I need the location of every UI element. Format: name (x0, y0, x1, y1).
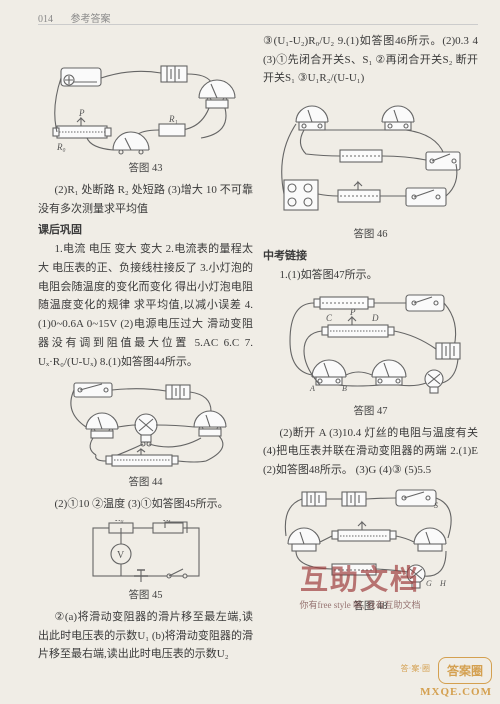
figure-44: 答图 44 (38, 377, 253, 489)
right-text-3: (2)断开 A (3)10.4 灯丝的电阻与温度有关 (4)把电压表并联在滑动变… (263, 424, 478, 480)
left-text-2: 1.电流 电压 变大 变大 2.电流表的量程太大 电压表的正、负接线柱接反了 3… (38, 240, 253, 371)
figure-45-caption: 答图 45 (38, 587, 253, 602)
corner-area: 答案圈 MXQE.COM (420, 657, 492, 698)
svg-text:C: C (326, 313, 333, 323)
svg-text:H: H (439, 579, 447, 588)
figure-43-caption: 答图 43 (38, 160, 253, 175)
svg-text:R₁: R₁ (168, 114, 178, 124)
svg-text:S: S (434, 501, 438, 510)
figure-48: S (263, 486, 478, 613)
svg-text:R₀: R₀ (56, 142, 66, 152)
header-divider (38, 24, 478, 25)
figure-48-caption: 答图 48 (263, 598, 478, 613)
right-section-header: 中考链接 (263, 247, 478, 263)
figure-46: 答图 46 (263, 94, 478, 241)
svg-text:P: P (349, 307, 356, 317)
svg-text:P: P (78, 108, 85, 118)
figure-46-caption: 答图 46 (263, 226, 478, 241)
left-text-1: (2)R₁ 处断路 R₂ 处短路 (3)增大 10 不可靠 没有多次测量求平均值 (38, 181, 253, 218)
corner-badge: 答案圈 (438, 657, 492, 684)
left-section-header: 课后巩固 (38, 221, 253, 237)
svg-text:D: D (371, 313, 379, 323)
figure-47-caption: 答图 47 (263, 403, 478, 418)
right-text-1: ③(U₁-U₂)R₀/U₂ 9.(1)如答图46所示。(2)0.3 4 (3)①… (263, 32, 478, 88)
page-header: 014 参考答案 (38, 10, 111, 25)
right-column: ③(U₁-U₂)R₀/U₂ 9.(1)如答图46所示。(2)0.3 4 (3)①… (263, 32, 478, 664)
left-text-4: ②(a)将滑动变阻器的滑片移至最左端,读出此时电压表的示数U₁ (b)将滑动变阻… (38, 608, 253, 664)
content-area: R₁ P R₀ (38, 32, 478, 664)
svg-text:A: A (309, 384, 315, 393)
left-text-3: (2)①10 ②温度 (3)①如答图45所示。 (38, 495, 253, 514)
svg-text:R₀: R₀ (114, 520, 124, 523)
figure-45: R₀ Rₓ V (38, 520, 253, 602)
left-column: R₁ P R₀ (38, 32, 253, 664)
svg-text:G: G (426, 579, 432, 588)
figure-47: P D C A B (263, 291, 478, 418)
svg-text:V: V (117, 550, 125, 561)
figure-44-caption: 答图 44 (38, 474, 253, 489)
svg-text:Rₓ: Rₓ (162, 520, 171, 523)
figure-43: R₁ P R₀ (38, 38, 253, 175)
corner-url: MXQE.COM (420, 686, 492, 698)
right-text-2: 1.(1)如答图47所示。 (263, 266, 478, 285)
